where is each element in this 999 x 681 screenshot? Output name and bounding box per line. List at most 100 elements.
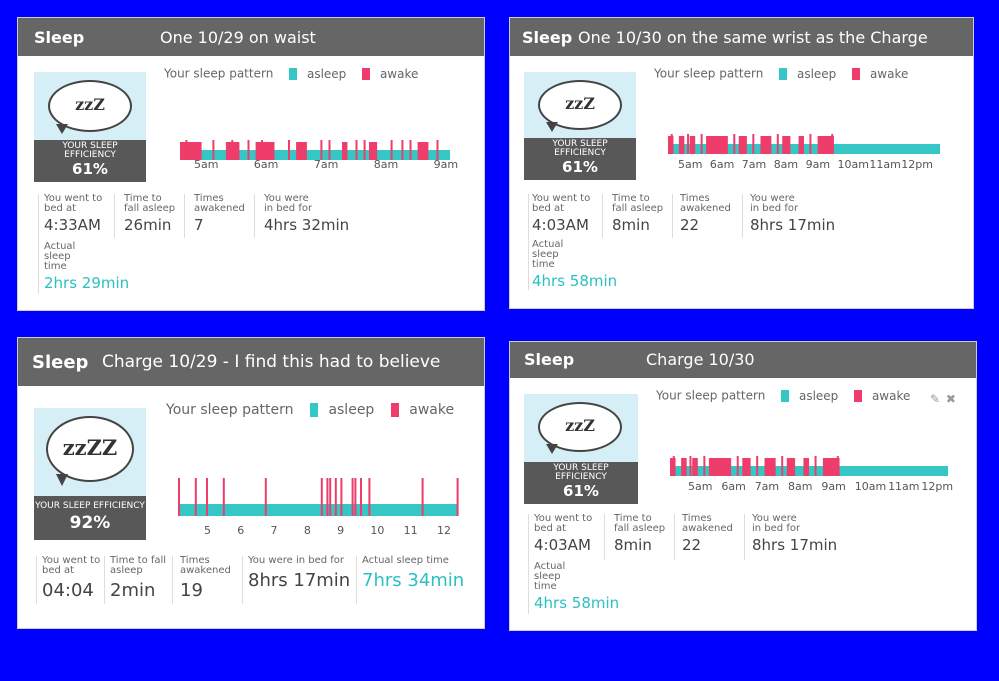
panel-title: Sleep [34,28,85,47]
legend-title: Your sleep pattern [656,388,766,403]
awake-swatch [390,403,399,417]
awake-segment [296,142,307,160]
awake-segment [681,458,687,476]
panel-title: Sleep [524,350,575,369]
axis-tick-label: 6am [721,480,746,493]
legend-awake: awake [871,388,911,403]
axis-tick-label: 7am [754,480,780,493]
awake-spike [247,140,250,160]
awake-spike [409,140,412,160]
awake-segment [678,136,685,154]
sleep-legend: Your sleep pattern asleep awake [166,402,454,418]
axis-tick-label: 11 [403,524,418,537]
awake-spike [326,478,329,516]
awake-spike [288,140,290,160]
axis-tick-label: 7am [741,158,767,171]
stat-in-bed-for: You were in bed for 8hrs 17min [750,193,836,235]
sleep-pattern-chart [180,140,450,160]
awake-spike [809,134,812,154]
time-axis: 5 6 7 8 9 10 11 12 [204,524,464,538]
asleep-bar [180,150,450,160]
efficiency-label: YOUR SLEEP EFFICIENCY [35,501,145,511]
zzz-bubble-icon: zzZZ [46,416,134,482]
stat-time-to-fall-asleep: Time to fall asleep 2min [110,555,167,602]
stat-times-awakened: Times awakened 7 [194,193,245,235]
axis-tick-label: 5am [688,480,713,493]
axis-tick-label: 8am [788,480,813,493]
legend-asleep: asleep [796,66,837,81]
edit-icon[interactable]: ✎ [930,392,941,406]
legend-asleep: asleep [306,66,347,81]
efficiency-label: YOUR SLEEP EFFICIENCY [62,141,118,160]
efficiency-value: 61% [72,160,108,178]
awake-segment [668,136,674,154]
panel-header: Sleep Charge 10/29 - I find this had to … [18,338,484,386]
awake-segment [255,142,275,160]
stat-in-bed-for: You were in bed for 8hrs 17min [248,555,351,592]
awake-spike [222,478,225,516]
sleep-panel-one-10-29: Sleep One 10/29 on waist zzZ YOUR SLEEP … [18,18,484,310]
panel-caption: Charge 10/30 [646,350,755,369]
stat-actual-sleep-time: Actual sleep time 4hrs 58min [534,561,620,613]
awake-spike [334,478,337,516]
sleep-panel-charge-10-29: Sleep Charge 10/29 - I find this had to … [18,338,484,628]
legend-awake: awake [379,66,419,81]
stat-time-to-fall-asleep: Time to fall asleep 8min [614,513,666,555]
awake-spike [355,140,358,160]
sleep-efficiency-box: zzZ YOUR SLEEP EFFICIENCY 61% [524,394,638,504]
panel-header: Sleep One 10/29 on waist [18,18,484,56]
awake-segment [764,458,776,476]
stat-in-bed-for: You were in bed for 8hrs 17min [752,513,838,555]
stat-actual-sleep-time: Actual sleep time 2hrs 29min [44,241,130,293]
stat-bed-time: You went to bed at 4:03AM [534,513,593,555]
awake-spike [354,478,357,516]
legend-title: Your sleep pattern [164,66,274,81]
legend-title: Your sleep pattern [166,402,294,418]
awake-spike [700,134,703,154]
awake-segment [822,458,840,476]
awake-spike [752,134,755,154]
awake-segment [180,142,202,160]
awake-spike [831,134,834,154]
awake-spike [264,478,267,516]
awake-spike [781,456,784,476]
awake-swatch [852,67,861,80]
sleep-pattern-chart [670,456,948,476]
zzz-bubble-icon: zzZ [538,402,622,452]
awake-spike [390,140,393,160]
stat-bed-time: You went to bed at 4:33AM [44,193,103,235]
panel-caption: Charge 10/29 - I find this had to believ… [102,352,441,372]
zzz-bubble-icon: zzZ [538,80,622,130]
efficiency-label: YOUR SLEEP EFFICIENCY [552,139,608,158]
awake-spike [194,478,197,516]
sleep-efficiency-box: zzZZ YOUR SLEEP EFFICIENCY 92% [34,408,146,540]
awake-spike [814,456,817,476]
stat-in-bed-for: You were in bed for 4hrs 32min [264,193,350,235]
awake-segment [786,458,796,476]
panel-header: Sleep Charge 10/30 [510,342,976,378]
axis-tick-label: 5 [204,524,211,537]
sleep-efficiency-box: zzZ YOUR SLEEP EFFICIENCY 61% [524,72,636,180]
awake-segment [742,458,751,476]
efficiency-value: 61% [563,482,599,500]
sleep-legend: Your sleep pattern asleep awake [164,66,418,81]
awake-segment [692,458,698,476]
awake-swatch [854,389,863,402]
stat-bed-time: You went to bed at 4:03AM [532,193,591,235]
axis-tick-label: 12pm [901,158,933,171]
stat-actual-sleep-time: Actual sleep time 7hrs 34min [362,555,465,592]
sleep-panel-one-10-30: Sleep One 10/30 on the same wrist as the… [510,18,973,308]
sleep-pattern-chart [668,134,940,154]
close-icon[interactable]: ✖ [945,392,956,406]
asleep-swatch [781,389,790,402]
time-axis: 5am 6am 7am 8am 9am 10am 11am 12pm [678,158,968,172]
axis-tick-label: 5am [194,158,219,171]
stat-times-awakened: Times awakened 19 [180,555,231,602]
awake-segment [760,136,772,154]
asleep-swatch [779,67,788,80]
sleep-legend: Your sleep pattern asleep awake [656,388,910,403]
awake-spike [363,140,366,160]
stat-times-awakened: Times awakened 22 [680,193,731,235]
axis-tick-label: 11am [869,158,901,171]
awake-segment [782,136,791,154]
